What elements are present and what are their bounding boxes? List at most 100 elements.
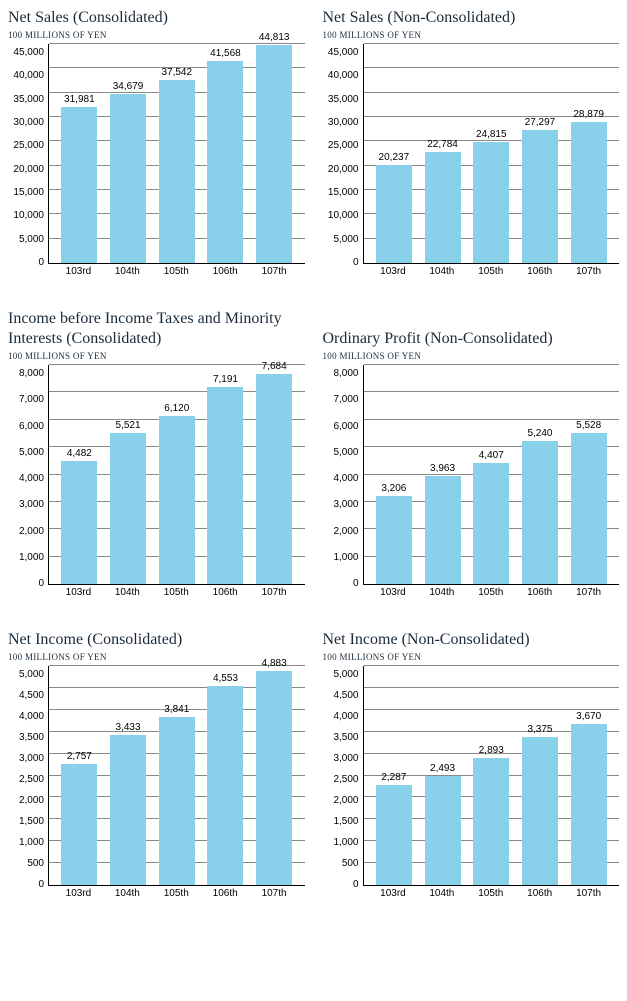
bar-value-label: 3,670 bbox=[576, 711, 601, 722]
bar bbox=[473, 142, 509, 263]
chart-title: Net Sales (Consolidated) bbox=[8, 8, 305, 28]
plot-area: 2,2872,4932,8933,3753,670 bbox=[363, 666, 620, 886]
chart-title: Ordinary Profit (Non-Consolidated) bbox=[323, 309, 620, 349]
bar-value-label: 3,433 bbox=[116, 722, 141, 733]
bar-value-label: 41,568 bbox=[210, 48, 241, 59]
bar bbox=[110, 94, 146, 263]
bar-value-label: 37,542 bbox=[161, 67, 192, 78]
bar bbox=[110, 433, 146, 584]
bar bbox=[425, 776, 461, 885]
y-tick-label: 4,500 bbox=[19, 691, 44, 701]
bar-column: 22,784 bbox=[421, 44, 464, 263]
y-tick-label: 0 bbox=[38, 579, 44, 589]
bar-column: 3,963 bbox=[421, 365, 464, 584]
bar-column: 6,120 bbox=[155, 365, 198, 584]
bar-value-label: 4,482 bbox=[67, 448, 92, 459]
bar-column: 31,981 bbox=[58, 44, 101, 263]
x-tick-label: 107th bbox=[253, 587, 296, 598]
bar bbox=[376, 496, 412, 584]
x-tick-label: 105th bbox=[155, 266, 198, 277]
x-axis-labels: 103rd104th105th106th107th bbox=[48, 585, 305, 598]
y-tick-label: 0 bbox=[353, 579, 359, 589]
x-tick-label: 104th bbox=[420, 266, 463, 277]
bar bbox=[159, 416, 195, 584]
x-tick-label: 107th bbox=[253, 888, 296, 899]
bar-value-label: 24,815 bbox=[476, 129, 507, 140]
bar-column: 2,287 bbox=[373, 666, 416, 885]
bar-value-label: 34,679 bbox=[113, 81, 144, 92]
x-tick-label: 107th bbox=[567, 888, 610, 899]
bar-column: 44,813 bbox=[253, 44, 296, 263]
y-tick-label: 15,000 bbox=[13, 188, 44, 198]
bar-column: 5,521 bbox=[107, 365, 150, 584]
plot-area: 2,7573,4333,8414,5534,883 bbox=[48, 666, 305, 886]
bars-container: 2,2872,4932,8933,3753,670 bbox=[364, 666, 620, 885]
y-tick-label: 4,000 bbox=[333, 712, 358, 722]
x-tick-label: 106th bbox=[204, 266, 247, 277]
bars-container: 3,2063,9634,4075,2405,528 bbox=[364, 365, 620, 584]
bar bbox=[207, 61, 243, 263]
x-tick-label: 106th bbox=[204, 888, 247, 899]
chart-title: Income before Income Taxes and Minority … bbox=[8, 309, 305, 349]
bars-container: 31,981 34,679 37,542 41,568 44,813 bbox=[49, 44, 305, 263]
x-tick-label: 107th bbox=[567, 266, 610, 277]
bar-column: 37,542 bbox=[155, 44, 198, 263]
chart-subtitle: 100 MILLIONS OF YEN bbox=[323, 652, 620, 662]
x-tick-label: 105th bbox=[155, 888, 198, 899]
bars-container: 20,23722,78424,81527,29728,879 bbox=[364, 44, 620, 263]
y-tick-label: 30,000 bbox=[328, 118, 359, 128]
bar bbox=[522, 737, 558, 885]
bar-column: 4,407 bbox=[470, 365, 513, 584]
x-tick-label: 106th bbox=[518, 587, 561, 598]
y-tick-label: 2,000 bbox=[333, 796, 358, 806]
chart-title: Net Income (Non-Consolidated) bbox=[323, 630, 620, 650]
y-tick-label: 2,000 bbox=[19, 527, 44, 537]
bar bbox=[256, 45, 292, 263]
x-tick-label: 104th bbox=[420, 888, 463, 899]
bar-value-label: 2,893 bbox=[479, 745, 504, 756]
x-tick-label: 103rd bbox=[372, 587, 415, 598]
bar-column: 3,670 bbox=[567, 666, 610, 885]
y-tick-label: 1,000 bbox=[19, 838, 44, 848]
y-tick-label: 25,000 bbox=[328, 141, 359, 151]
y-tick-label: 3,000 bbox=[333, 754, 358, 764]
bar-value-label: 44,813 bbox=[259, 32, 290, 43]
y-tick-label: 10,000 bbox=[328, 211, 359, 221]
bar-value-label: 22,784 bbox=[427, 139, 458, 150]
y-tick-label: 1,000 bbox=[19, 553, 44, 563]
y-tick-label: 1,000 bbox=[333, 553, 358, 563]
x-tick-label: 105th bbox=[469, 587, 512, 598]
y-tick-label: 2,000 bbox=[19, 796, 44, 806]
bar bbox=[571, 724, 607, 885]
bar-column: 34,679 bbox=[107, 44, 150, 263]
bar-column: 28,879 bbox=[567, 44, 610, 263]
x-tick-label: 106th bbox=[204, 587, 247, 598]
bar bbox=[61, 461, 97, 584]
y-tick-label: 4,000 bbox=[19, 474, 44, 484]
chart-panel: Net Sales (Non-Consolidated) 100 MILLIONS… bbox=[323, 8, 620, 277]
y-tick-label: 10,000 bbox=[13, 211, 44, 221]
bar bbox=[207, 686, 243, 885]
chart-title: Net Sales (Non-Consolidated) bbox=[323, 8, 620, 28]
y-tick-label: 2,500 bbox=[333, 775, 358, 785]
y-axis-labels: 8,0007,0006,0005,0004,0003,0002,0001,000… bbox=[323, 365, 363, 585]
bar-column: 4,553 bbox=[204, 666, 247, 885]
y-tick-label: 35,000 bbox=[328, 95, 359, 105]
x-tick-label: 104th bbox=[106, 587, 149, 598]
x-tick-label: 103rd bbox=[57, 266, 100, 277]
bar bbox=[61, 107, 97, 263]
y-tick-label: 8,000 bbox=[19, 369, 44, 379]
y-tick-label: 1,500 bbox=[19, 817, 44, 827]
y-tick-label: 1,000 bbox=[333, 838, 358, 848]
bars-container: 4,4825,5216,1207,1917,684 bbox=[49, 365, 305, 584]
bar-column: 7,684 bbox=[253, 365, 296, 584]
bar-column: 2,757 bbox=[58, 666, 101, 885]
bar-value-label: 4,553 bbox=[213, 673, 238, 684]
chart-subtitle: 100 MILLIONS OF YEN bbox=[323, 30, 620, 40]
bar-value-label: 4,883 bbox=[262, 658, 287, 669]
bar-value-label: 31,981 bbox=[64, 94, 95, 105]
bar bbox=[473, 463, 509, 584]
bar-value-label: 3,206 bbox=[381, 483, 406, 494]
chart-subtitle: 100 MILLIONS OF YEN bbox=[8, 351, 305, 361]
y-tick-label: 2,000 bbox=[333, 527, 358, 537]
